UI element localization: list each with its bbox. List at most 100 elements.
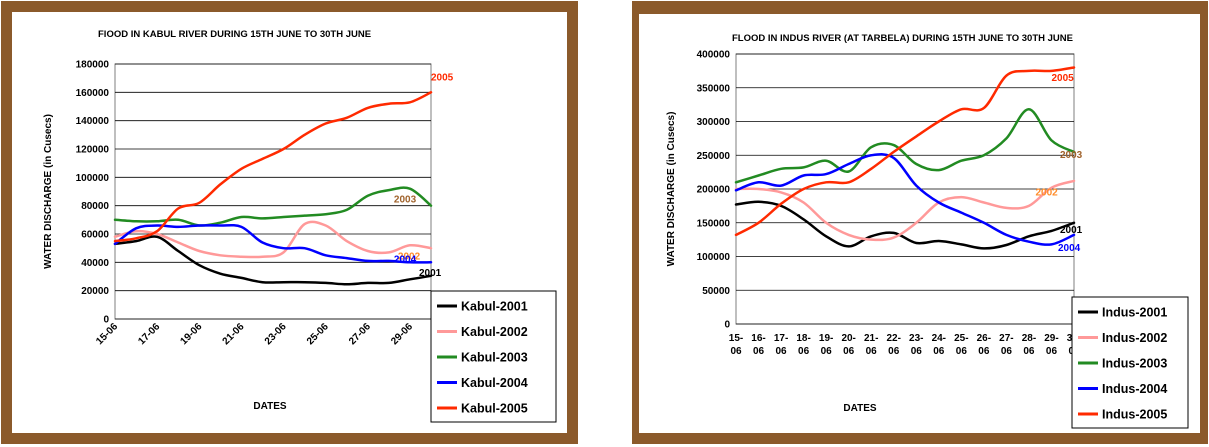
kabul-legend-entry: Kabul-2005	[461, 402, 528, 416]
indus-x-tick-line: 06	[888, 346, 900, 357]
indus-x-tick-label: 17-06	[774, 333, 788, 357]
kabul-legend-entry: Kabul-2001	[461, 300, 528, 314]
indus-y-axis-label: WATER DISCHARGE (in Cusecs)	[666, 112, 677, 267]
indus-chart-panel: FLOOD IN INDUS RIVER (AT TARBELA) DURING…	[632, 1, 1208, 444]
indus-y-tick-label: 200000	[697, 185, 731, 196]
kabul-flood-chart: FlOOD IN KABUL RIVER DURING 15TH JUNE TO…	[12, 12, 567, 433]
indus-data-label-2005: 2005	[1051, 73, 1074, 84]
indus-x-tick-line: 06	[933, 346, 945, 357]
kabul-y-tick-label: 180000	[76, 60, 110, 71]
indus-x-tick-label: 19-06	[819, 333, 833, 357]
indus-x-tick-label: 24-06	[932, 333, 946, 357]
kabul-series-line-2005	[113, 91, 433, 243]
indus-data-label-2003: 2003	[1060, 150, 1083, 161]
kabul-y-tick-label: 20000	[81, 286, 109, 297]
indus-x-tick-line: 06	[753, 346, 765, 357]
indus-y-tick-label: 50000	[702, 286, 730, 297]
indus-x-tick-line: 06	[730, 346, 742, 357]
kabul-y-tick-label: 140000	[76, 116, 110, 127]
kabul-y-axis-label: WATER DISCHARGE (in Cusecs)	[43, 114, 54, 269]
indus-x-tick-label: 26-06	[977, 333, 991, 357]
indus-y-tick-label: 250000	[697, 151, 731, 162]
indus-x-tick-line: 06	[1023, 346, 1035, 357]
kabul-y-tick-label: 0	[103, 315, 109, 326]
indus-chart-title: FLOOD IN INDUS RIVER (AT TARBELA) DURING…	[732, 33, 1073, 44]
indus-series-line-2005	[734, 66, 1076, 237]
kabul-y-tick-label: 120000	[76, 145, 110, 156]
indus-legend-entry: Indus-2004	[1102, 382, 1167, 396]
indus-x-tick-line: 06	[776, 346, 788, 357]
indus-x-tick-line: 18-	[796, 333, 810, 344]
indus-legend-entry: Indus-2005	[1102, 408, 1167, 422]
indus-x-tick-line: 06	[821, 346, 833, 357]
indus-x-tick-line: 06	[911, 346, 923, 357]
indus-x-tick-label: 18-06	[796, 333, 810, 357]
kabul-y-tick-label: 80000	[81, 201, 109, 212]
indus-x-tick-label: 28-06	[1022, 333, 1036, 357]
indus-x-tick-line: 15-	[729, 333, 743, 344]
indus-y-tick-label: 150000	[697, 218, 731, 229]
indus-legend-entry: Indus-2003	[1102, 357, 1167, 371]
kabul-data-label-2001: 2001	[419, 268, 442, 279]
indus-y-tick-label: 400000	[697, 50, 731, 61]
indus-x-tick-line: 27-	[999, 333, 1013, 344]
indus-data-label-2004: 2004	[1058, 243, 1081, 254]
indus-x-tick-line: 29-	[1044, 333, 1058, 344]
indus-data-label-2002: 2002	[1035, 188, 1058, 199]
indus-x-tick-line: 19-	[819, 333, 833, 344]
kabul-chart-title: FlOOD IN KABUL RIVER DURING 15TH JUNE TO…	[98, 29, 371, 40]
indus-flood-chart: FLOOD IN INDUS RIVER (AT TARBELA) DURING…	[639, 14, 1200, 433]
indus-x-tick-label: 23-06	[909, 333, 923, 357]
indus-x-tick-label: 27-06	[999, 333, 1013, 357]
indus-legend-entry: Indus-2002	[1102, 331, 1167, 345]
kabul-legend-entry: Kabul-2003	[461, 351, 528, 365]
kabul-y-tick-label: 40000	[81, 258, 109, 269]
indus-x-tick-line: 25-	[954, 333, 968, 344]
kabul-data-label-2004: 2004	[394, 254, 417, 265]
kabul-y-tick-label: 160000	[76, 88, 110, 99]
kabul-series-line-2004	[113, 223, 433, 264]
kabul-series-line-2002	[113, 220, 433, 259]
indus-data-label-2001: 2001	[1060, 225, 1083, 236]
indus-x-tick-line: 06	[798, 346, 810, 357]
kabul-legend-entry: Kabul-2004	[461, 376, 528, 390]
indus-x-tick-line: 20-	[841, 333, 855, 344]
indus-x-axis-label: DATES	[843, 403, 876, 414]
indus-x-tick-label: 15-06	[729, 333, 743, 357]
indus-y-tick-label: 0	[724, 320, 730, 331]
indus-x-tick-line: 21-	[864, 333, 878, 344]
kabul-y-tick-label: 100000	[76, 173, 110, 184]
indus-y-tick-label: 100000	[697, 252, 731, 263]
indus-y-tick-label: 350000	[697, 83, 731, 94]
indus-x-tick-line: 26-	[977, 333, 991, 344]
indus-x-tick-line: 22-	[887, 333, 901, 344]
kabul-data-label-2002: 2002	[398, 251, 421, 262]
indus-x-tick-line: 06	[978, 346, 990, 357]
indus-series-line-2003	[734, 108, 1076, 184]
indus-series-line-2001	[734, 200, 1076, 250]
indus-y-tick-label: 300000	[697, 117, 731, 128]
indus-x-tick-label: 29-06	[1044, 333, 1058, 357]
indus-series-line-2004	[734, 153, 1076, 246]
indus-x-tick-label: 20-06	[841, 333, 855, 357]
kabul-series-line-2001	[113, 235, 433, 286]
kabul-data-label-2003: 2003	[394, 195, 417, 206]
indus-x-tick-label: 21-06	[864, 333, 878, 357]
indus-x-tick-label: 25-06	[954, 333, 968, 357]
indus-x-tick-line: 17-	[774, 333, 788, 344]
indus-x-tick-line: 24-	[932, 333, 946, 344]
kabul-chart-panel: FlOOD IN KABUL RIVER DURING 15TH JUNE TO…	[1, 1, 578, 444]
kabul-x-axis-label: DATES	[253, 401, 286, 412]
kabul-y-tick-label: 60000	[81, 230, 109, 241]
indus-x-tick-label: 16-06	[751, 333, 765, 357]
indus-x-tick-line: 06	[1001, 346, 1013, 357]
indus-x-tick-label: 22-06	[887, 333, 901, 357]
indus-x-tick-line: 16-	[751, 333, 765, 344]
indus-x-tick-line: 06	[843, 346, 855, 357]
indus-x-tick-line: 28-	[1022, 333, 1036, 344]
indus-x-tick-line: 06	[866, 346, 878, 357]
indus-x-tick-line: 23-	[909, 333, 923, 344]
kabul-data-label-2005: 2005	[431, 72, 454, 83]
indus-legend-entry: Indus-2001	[1102, 306, 1167, 320]
indus-x-tick-line: 06	[956, 346, 968, 357]
